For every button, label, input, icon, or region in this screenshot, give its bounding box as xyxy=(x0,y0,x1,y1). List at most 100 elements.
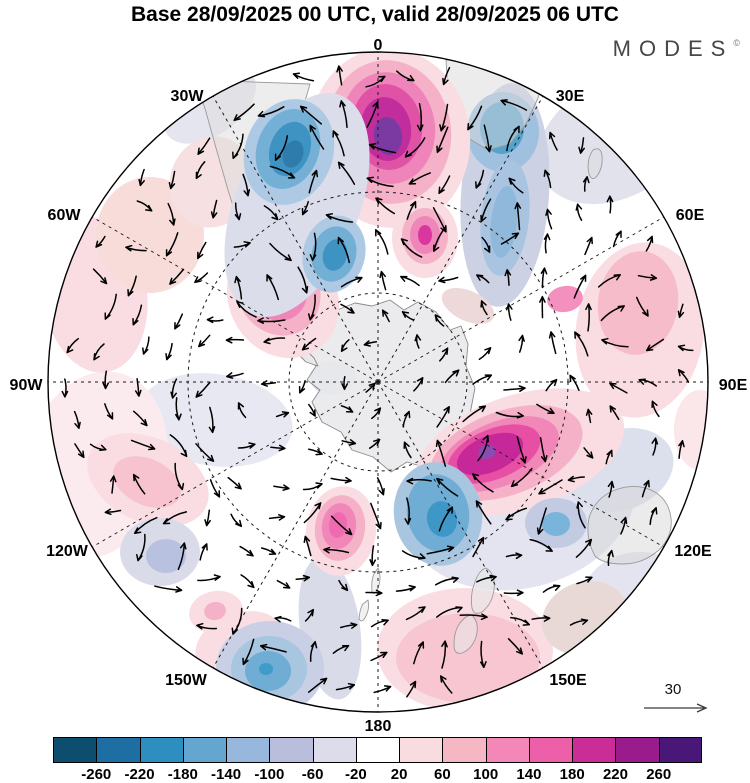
wind-arrow xyxy=(545,208,553,230)
wind-arrow xyxy=(678,440,685,459)
wind-arrow xyxy=(336,65,343,86)
wind-arrow xyxy=(504,269,512,286)
wind-arrow xyxy=(476,274,490,284)
anomaly-blob xyxy=(204,601,226,621)
colorbar-tick-label: -100 xyxy=(254,766,285,783)
wind-arrow xyxy=(506,125,520,152)
wind-arrow xyxy=(226,372,244,379)
wind-arrow xyxy=(645,338,665,352)
wind-arrow xyxy=(585,303,592,332)
modes-logo: MODES© xyxy=(613,36,740,62)
wind-arrow xyxy=(518,334,525,353)
colorbar-tick-label: 180 xyxy=(559,766,585,783)
colorbar-tick-label: -180 xyxy=(167,766,198,783)
wind-arrow xyxy=(335,682,356,691)
wind-arrow xyxy=(204,509,211,527)
wind-arrow xyxy=(649,507,658,526)
wind-arrow xyxy=(510,467,533,488)
wind-arrow xyxy=(325,213,354,223)
wind-arrow xyxy=(540,267,548,288)
wind-arrow xyxy=(401,550,426,560)
wind-arrow xyxy=(257,317,286,324)
wind-arrow xyxy=(606,195,614,214)
wind-arrow xyxy=(635,296,649,317)
wind-arrow xyxy=(480,640,487,669)
anomaly-blob xyxy=(112,456,182,508)
wind-arrow xyxy=(195,161,206,180)
wind-arrow xyxy=(260,547,277,555)
wind-arrow xyxy=(330,476,352,484)
wind-arrow xyxy=(231,607,243,635)
meridian-line xyxy=(91,216,379,383)
wind-arrow xyxy=(169,434,188,458)
wind-arrow xyxy=(195,443,215,462)
wind-arrow xyxy=(298,380,306,394)
wind-arrow xyxy=(381,309,390,323)
colorbar-cell xyxy=(269,737,313,763)
wind-arrow xyxy=(273,484,290,491)
colorbar-tick-label: 260 xyxy=(646,766,672,783)
wind-arrow xyxy=(275,411,290,418)
wind-arrow xyxy=(677,344,694,352)
lon-label-60W: 60W xyxy=(48,207,82,224)
wind-arrow xyxy=(438,175,451,195)
wind-arrow xyxy=(102,370,110,390)
wind-arrow xyxy=(236,301,257,318)
anomaly-blob xyxy=(441,287,495,325)
wind-arrow xyxy=(500,99,528,111)
wind-arrow xyxy=(583,447,594,459)
wind-arrow xyxy=(439,675,453,694)
colorbar xyxy=(53,737,702,763)
wind-arrow xyxy=(413,641,425,665)
wind-arrow xyxy=(341,439,357,446)
wind-reference-label: 30 xyxy=(665,681,682,698)
wind-arrow xyxy=(510,616,531,626)
wind-arrow xyxy=(438,276,459,284)
wind-arrow xyxy=(197,241,207,260)
lon-label-60E: 60E xyxy=(676,207,705,224)
wind-arrow xyxy=(303,535,312,557)
wind-arrow xyxy=(195,381,211,398)
wind-arrow xyxy=(477,434,489,462)
wind-arrow xyxy=(503,385,526,392)
lon-label-180: 180 xyxy=(365,718,392,735)
wind-arrow xyxy=(516,436,527,464)
lon-label-0: 0 xyxy=(374,37,383,54)
wind-arrow xyxy=(441,640,448,669)
wind-arrow xyxy=(304,608,315,622)
wind-arrow xyxy=(206,316,224,324)
wind-arrow xyxy=(230,513,243,528)
wind-arrow xyxy=(645,235,654,252)
colorbar-cell xyxy=(615,737,659,763)
wind-arrow xyxy=(459,613,488,621)
wind-arrow xyxy=(545,378,558,392)
wind-arrow xyxy=(61,378,69,398)
anomaly-blob xyxy=(259,663,273,675)
wind-arrow xyxy=(371,407,382,420)
wind-arrow xyxy=(332,130,345,157)
wind-arrow xyxy=(233,103,255,122)
wind-arrow xyxy=(337,161,356,185)
wind-arrow xyxy=(365,589,383,597)
anomaly-blob xyxy=(373,117,403,155)
wind-arrow xyxy=(462,405,487,423)
wind-arrow xyxy=(309,124,325,150)
wind-arrow xyxy=(127,275,137,297)
meridian-line xyxy=(377,95,544,383)
colorbar-tick-label: 220 xyxy=(602,766,628,783)
wind-arrow xyxy=(478,347,492,361)
wind-arrow xyxy=(400,238,423,258)
wind-arrow xyxy=(242,173,251,197)
wind-arrow xyxy=(578,137,585,154)
wind-arrow xyxy=(467,105,483,131)
wind-arrow xyxy=(167,202,176,226)
wind-arrow xyxy=(607,549,614,567)
land-new-zealand-north xyxy=(470,567,495,614)
wind-arrow xyxy=(548,131,558,151)
wind-arrow xyxy=(303,502,322,524)
colorbar-cell xyxy=(182,737,227,763)
wind-arrow xyxy=(257,106,285,118)
colorbar-cell xyxy=(139,737,183,763)
wind-arrow xyxy=(542,584,561,593)
wind-arrow xyxy=(74,443,85,459)
